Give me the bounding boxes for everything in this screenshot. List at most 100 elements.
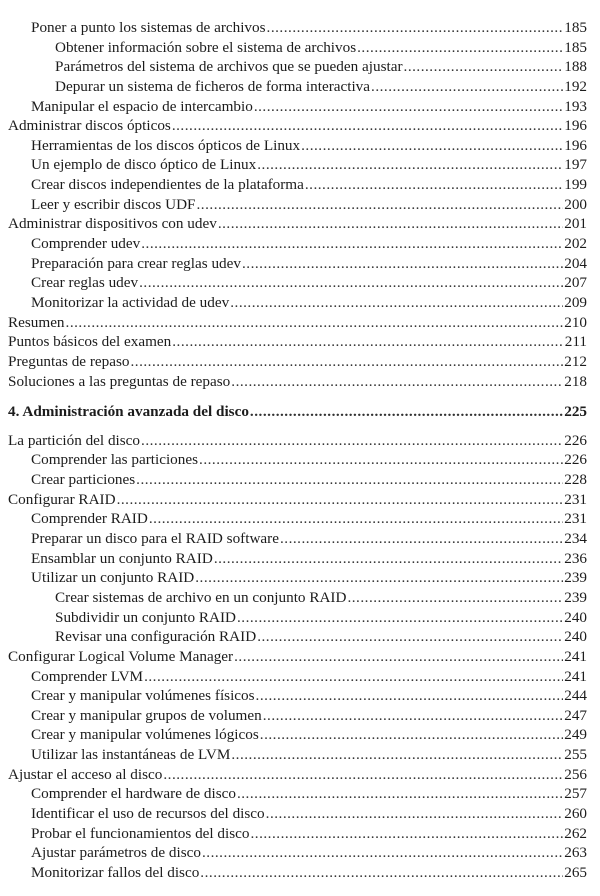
dot-leader	[218, 214, 563, 234]
page-number: 211	[564, 333, 587, 351]
entry-title: Crear reglas udev	[31, 274, 139, 292]
page-number: 263	[564, 844, 587, 862]
entry-title: Puntos básicos del examen	[8, 333, 172, 351]
dot-leader	[144, 667, 563, 687]
dot-leader	[230, 293, 563, 313]
page-number: 260	[564, 804, 587, 822]
entry-title: Comprender LVM	[31, 667, 144, 685]
entry-title: Herramientas de los discos ópticos de Li…	[31, 136, 301, 154]
page-number: 185	[564, 19, 587, 36]
page-number: 239	[564, 569, 587, 587]
toc-entry: Crear reglas udev 207	[8, 273, 587, 293]
toc-entry: Depurar un sistema de ficheros de forma …	[8, 77, 587, 97]
toc-entry: Configurar RAID 231	[8, 490, 587, 510]
page-number: 204	[564, 254, 587, 272]
page-number: 226	[564, 451, 587, 469]
dot-leader	[234, 647, 563, 667]
entry-title: Preparación para crear reglas udev	[31, 254, 241, 272]
toc-entry: Crear y manipular volúmenes físicos 244	[8, 686, 587, 706]
entry-title: Crear y manipular volúmenes lógicos	[31, 726, 259, 744]
entry-title: Crear sistemas de archivo en un conjunto…	[55, 588, 347, 606]
dot-leader	[267, 18, 564, 38]
page-number: 209	[564, 293, 587, 311]
toc-entry: Manipular el espacio de intercambio 193	[8, 97, 587, 117]
toc-entry: Utilizar un conjunto RAID 239	[8, 568, 587, 588]
dot-leader	[197, 195, 564, 215]
entry-title: Un ejemplo de disco óptico de Linux	[31, 156, 257, 174]
entry-title: Poner a punto los sistemas de archivos	[31, 19, 266, 36]
dot-leader	[347, 588, 563, 608]
toc-entry: Comprender udev 202	[8, 234, 587, 254]
entry-title: Obtener información sobre el sistema de …	[55, 38, 357, 56]
entry-title: Ajustar el acceso al disco	[8, 765, 163, 783]
dot-leader	[237, 784, 563, 804]
toc-entry: Preparar un disco para el RAID software 2…	[8, 529, 587, 549]
entry-title: Monitorizar fallos del disco	[31, 863, 200, 881]
page-number: 236	[564, 549, 587, 567]
toc-entry: Comprender LVM 241	[8, 667, 587, 687]
page-number: 240	[564, 628, 587, 646]
toc-entry: Obtener información sobre el sistema de …	[8, 38, 587, 58]
dot-leader	[200, 863, 563, 883]
entry-title: Ensamblar un conjunto RAID	[31, 549, 213, 567]
toc-entry: Administrar dispositivos con udev 201	[8, 214, 587, 234]
entry-title: Parámetros del sistema de archivos que s…	[55, 58, 403, 76]
dot-leader	[136, 470, 563, 490]
entry-title: Comprender RAID	[31, 510, 148, 528]
page-number: 201	[564, 215, 587, 233]
page-number: 255	[564, 746, 587, 764]
entry-title: Crear particiones	[31, 471, 136, 489]
toc-entry: Preparación para crear reglas udev 204	[8, 254, 587, 274]
toc-entry: Monitorizar la actividad de udev 209	[8, 293, 587, 313]
page-number: 256	[564, 765, 587, 783]
page-number: 257	[564, 785, 587, 803]
page-number: 262	[564, 824, 587, 842]
entry-title: Identificar el uso de recursos del disco	[31, 804, 265, 822]
entry-title: Comprender las particiones	[31, 451, 199, 469]
entry-title: Crear discos independientes de la plataf…	[31, 176, 304, 194]
dot-leader	[163, 765, 563, 785]
page-number: 247	[564, 706, 587, 724]
dot-leader	[257, 627, 563, 647]
table-of-contents: Poner a punto los sistemas de archivos 18…	[8, 18, 587, 883]
dot-leader	[172, 116, 563, 136]
toc-entry: Un ejemplo de disco óptico de Linux 197	[8, 155, 587, 175]
toc-entry: Ensamblar un conjunto RAID 236	[8, 549, 587, 569]
dot-leader	[357, 38, 563, 58]
page-number: 212	[564, 352, 587, 370]
toc-entry: Soluciones a las preguntas de repaso 218	[8, 372, 587, 392]
toc-entry: Comprender el hardware de disco 257	[8, 784, 587, 804]
dot-leader	[280, 529, 563, 549]
toc-entry: Ajustar parámetros de disco 263	[8, 843, 587, 863]
dot-leader	[149, 509, 563, 529]
page-number: 196	[564, 117, 587, 135]
entry-title: Probar el funcionamientos del disco	[31, 824, 250, 842]
toc-entry: Crear discos independientes de la plataf…	[8, 175, 587, 195]
toc-entry: Probar el funcionamientos del disco 262	[8, 824, 587, 844]
toc-entry: Comprender las particiones 226	[8, 450, 587, 470]
toc-entry: Preguntas de repaso 212	[8, 352, 587, 372]
page-number: 185	[564, 38, 587, 56]
toc-entry: Parámetros del sistema de archivos que s…	[8, 57, 587, 77]
entry-title: Administrar dispositivos con udev	[8, 215, 217, 233]
dot-leader	[139, 273, 563, 293]
dot-leader	[254, 97, 563, 117]
toc-entry: Resumen 210	[8, 313, 587, 333]
entry-title: Configurar RAID	[8, 490, 116, 508]
page-number: 241	[564, 667, 587, 685]
dot-leader	[199, 450, 563, 470]
toc-entry: Subdividir un conjunto RAID 240	[8, 608, 587, 628]
entry-title: Manipular el espacio de intercambio	[31, 97, 253, 115]
dot-leader	[257, 155, 563, 175]
dot-leader	[130, 352, 563, 372]
page-number: 265	[564, 863, 587, 881]
entry-title: 4. Administración avanzada del disco	[8, 403, 249, 421]
dot-leader	[231, 372, 563, 392]
entry-title: Monitorizar la actividad de udev	[31, 293, 230, 311]
toc-entry: La partición del disco 226	[8, 431, 587, 451]
dot-leader	[250, 402, 563, 422]
page-number: 241	[564, 647, 587, 665]
dot-leader	[195, 568, 563, 588]
entry-title: Ajustar parámetros de disco	[31, 844, 201, 862]
toc-chapter-entry: 4. Administración avanzada del disco 225	[8, 402, 587, 422]
